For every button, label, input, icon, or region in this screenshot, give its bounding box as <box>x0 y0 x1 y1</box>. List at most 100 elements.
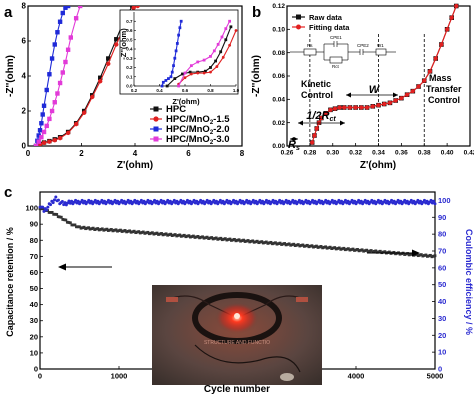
legend-label-raw: Raw data <box>309 13 343 22</box>
data-point-retention <box>102 228 106 232</box>
data-point-retention <box>357 249 361 253</box>
data-point-retention <box>117 229 121 233</box>
data-point-retention <box>321 246 324 250</box>
data-point <box>52 100 57 105</box>
data-point-retention <box>205 235 209 239</box>
data-point-retention <box>196 235 200 238</box>
data-point <box>49 56 55 61</box>
data-point-retention <box>319 245 323 248</box>
data-point-retention <box>258 240 262 244</box>
data-point <box>215 65 219 68</box>
data-point-retention <box>305 243 309 247</box>
data-point <box>189 72 193 76</box>
data-point-fit <box>439 42 444 47</box>
data-point-retention <box>38 207 42 211</box>
series-line-3 <box>35 6 81 146</box>
data-point-efficiency <box>429 198 433 202</box>
data-point-retention <box>264 240 268 244</box>
data-point <box>41 103 47 108</box>
data-point <box>196 71 200 75</box>
data-point-retention <box>85 226 89 230</box>
circuit-label-w1: W1 <box>377 43 384 48</box>
data-point-retention <box>316 246 320 249</box>
data-point-retention <box>70 223 74 227</box>
data-point-retention <box>313 245 317 248</box>
inset-y-tick-label: 0.3 <box>126 56 133 61</box>
data-point-retention <box>337 246 341 250</box>
annotation-mass-1: Mass <box>429 73 452 83</box>
y2-tick-label: 90 <box>438 213 446 222</box>
data-point-retention <box>76 225 80 229</box>
data-point <box>60 70 65 75</box>
data-point-retention <box>179 234 183 238</box>
data-point-retention <box>296 243 300 246</box>
panel-a-ylabel: -Z''(ohm) <box>5 55 16 97</box>
data-point <box>33 143 39 146</box>
data-point-retention <box>269 240 273 244</box>
data-point-retention <box>327 246 331 250</box>
data-point-retention <box>432 254 435 258</box>
data-point-efficiency <box>291 198 295 202</box>
photo-text: STRUCTURE AND FUNCTIO <box>204 340 270 346</box>
data-point-fit <box>323 111 328 116</box>
data-point <box>188 70 192 74</box>
data-point <box>39 121 44 126</box>
data-point <box>167 77 170 80</box>
data-point-efficiency <box>74 198 78 202</box>
data-point <box>77 6 83 9</box>
data-point-retention <box>99 227 103 231</box>
data-point-retention <box>187 234 191 238</box>
data-point <box>106 61 111 66</box>
data-point-retention <box>272 241 276 245</box>
data-point-efficiency <box>201 199 205 203</box>
x-tick-label: 0.30 <box>326 150 339 157</box>
data-point-efficiency <box>258 198 262 202</box>
data-point-efficiency <box>179 198 183 202</box>
inset-y-tick-label: 0.7 <box>126 19 133 24</box>
data-point-retention <box>163 232 166 236</box>
data-point-retention <box>366 250 370 253</box>
inset-x-tick-label: 1.0 <box>233 88 240 93</box>
data-point <box>41 129 47 135</box>
data-point <box>178 26 182 30</box>
data-point-fit <box>387 100 393 105</box>
data-point-efficiency <box>162 199 166 203</box>
data-point-fit <box>393 98 398 103</box>
data-point-efficiency <box>120 198 124 202</box>
annotation-w-arrow <box>346 92 398 98</box>
data-point-efficiency <box>205 198 209 202</box>
data-point-efficiency <box>267 199 271 203</box>
data-point <box>81 110 87 115</box>
x-tick-label: 0.42 <box>464 150 474 157</box>
x-tick-label: 0 <box>26 149 31 158</box>
data-point <box>204 69 207 73</box>
data-point-retention <box>141 230 145 234</box>
inset-xlabel: Z'(ohm) <box>172 97 200 106</box>
data-point-retention <box>422 254 426 257</box>
data-point-fit <box>359 105 364 110</box>
data-point-efficiency <box>346 199 350 203</box>
panel-label-c: c <box>4 184 12 201</box>
annotation-mass-2: Transfer <box>426 84 462 94</box>
data-point-retention <box>271 242 274 246</box>
data-point-retention <box>64 218 68 222</box>
data-point <box>36 133 41 138</box>
data-point-retention <box>176 234 180 237</box>
data-point-efficiency <box>278 198 282 202</box>
data-point-retention <box>132 229 136 233</box>
data-point-efficiency <box>155 199 159 203</box>
data-point <box>73 121 79 127</box>
y-tick-label: 0.12 <box>272 3 285 10</box>
x-tick-label: 2 <box>79 149 84 158</box>
data-point <box>47 72 52 77</box>
data-point-retention <box>302 244 306 248</box>
data-point <box>173 77 177 80</box>
x-tick-label: 0.36 <box>395 150 408 157</box>
data-point-efficiency <box>135 199 139 203</box>
data-point <box>202 71 206 75</box>
x-tick-label: 0 <box>38 372 42 381</box>
data-point-retention <box>181 234 185 238</box>
data-point-retention <box>298 244 302 248</box>
y-tick-label: 0.08 <box>272 50 285 57</box>
data-point-retention <box>62 218 66 222</box>
